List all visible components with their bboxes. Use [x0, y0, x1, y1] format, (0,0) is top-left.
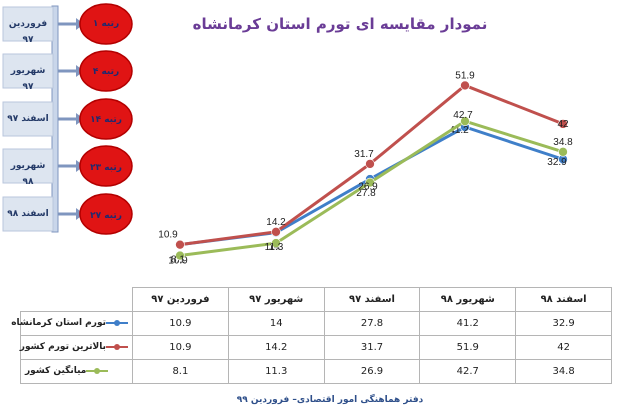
data-point	[271, 227, 281, 237]
table-header-cell: شهریور ۹۷	[227, 287, 325, 312]
rank-connector-graphic	[2, 3, 133, 235]
rank-label: رتبه ۲۷	[90, 211, 122, 221]
data-label: 11.3	[265, 242, 284, 253]
data-point	[175, 250, 185, 261]
table-header-cell: اسفند ۹۷	[323, 287, 421, 312]
table-cell: 11.3	[227, 359, 325, 384]
table-cell: 31.7	[323, 335, 421, 360]
legend-line-icon	[106, 343, 128, 351]
data-label: 10.9	[158, 230, 178, 241]
data-point	[175, 239, 185, 250]
rank-label: رتبه ۴	[92, 67, 120, 77]
data-label: 41.2	[449, 125, 469, 136]
table-cell: 34.8	[515, 359, 612, 384]
data-point	[365, 159, 375, 169]
rank-oval	[79, 50, 133, 92]
legend-entry: تورم استان کرمانشاه	[11, 311, 133, 336]
table-cell: 51.9	[419, 335, 517, 360]
rank-period-label: شهریور ۹۷	[10, 66, 46, 92]
table-cell: 42.7	[419, 359, 517, 384]
data-point	[558, 119, 568, 129]
table-cell: 27.8	[323, 311, 421, 336]
legend-label: بالاترین تورم کشور	[19, 342, 106, 352]
rank-period-label: شهریور ۹۸	[10, 161, 46, 187]
period-box	[2, 148, 54, 184]
data-point	[558, 147, 568, 157]
table-row: میانگین کشور 8.1 11.3 26.9 42.7 34.8	[20, 359, 612, 384]
table-header-row: فروردین ۹۷ شهریور ۹۷ اسفند ۹۷ شهریور ۹۸ …	[20, 287, 612, 312]
legend-line-icon	[106, 319, 128, 327]
data-label: 51.9	[455, 70, 475, 81]
rank-panel: فروردین ۹۷ شهریور ۹۷ اسفند ۹۷ شهریور ۹۸ …	[0, 0, 140, 250]
rank-oval	[79, 98, 133, 140]
table-cell: 10.9	[132, 311, 229, 336]
table-row: تورم استان کرمانشاه 10.9 14 27.8 41.2 32…	[11, 311, 612, 336]
legend-label: میانگین کشور	[25, 366, 87, 376]
table-corner-cell	[20, 287, 133, 312]
line-chart: 10.91427.841.232.910.914.231.751.9428.11…	[158, 70, 573, 267]
data-label: 14.2	[266, 217, 286, 228]
data-label: 34.8	[553, 137, 573, 148]
period-box	[2, 53, 54, 89]
rank-period-label: فروردین ۹۷	[8, 19, 48, 45]
table-header-cell: اسفند ۹۸	[515, 287, 612, 312]
data-label: 8.1	[171, 255, 185, 266]
period-box	[2, 196, 54, 232]
legend-entry: میانگین کشور	[20, 359, 133, 384]
period-box	[2, 101, 54, 137]
table-cell: 14.2	[227, 335, 325, 360]
data-label: 42.7	[453, 110, 473, 121]
table-row: بالاترین تورم کشور 10.9 14.2 31.7 51.9 4…	[19, 335, 612, 360]
table-cell: 14	[227, 311, 325, 336]
table-cell: 32.9	[515, 311, 612, 336]
data-point	[460, 80, 470, 91]
data-label: 27.8	[356, 188, 376, 199]
chart-title: نمودار مقایسه ای تورم استان کرمانشاه	[192, 15, 488, 33]
rank-label: رتبه ۱	[92, 19, 120, 29]
table-cell: 41.2	[419, 311, 517, 336]
rank-oval	[79, 145, 133, 187]
rank-oval	[79, 3, 133, 45]
data-point	[460, 116, 470, 126]
source-note: دفتر هماهنگی امور اقتصادی– فروردین ۹۹	[236, 395, 424, 405]
data-table: فروردین ۹۷ شهریور ۹۷ اسفند ۹۷ شهریور ۹۸ …	[11, 287, 612, 384]
legend-label: تورم استان کرمانشاه	[11, 318, 106, 328]
data-label: 32.9	[547, 157, 567, 168]
table-header-cell: فروردین ۹۷	[132, 287, 229, 312]
data-label: 42	[557, 119, 569, 130]
rank-label: رتبه ۲۳	[90, 163, 122, 173]
rank-oval	[79, 193, 133, 235]
rank-period-label: اسفند ۹۸	[7, 209, 49, 219]
rank-label: رتبه ۱۴	[90, 115, 122, 125]
rank-period-label: اسفند ۹۷	[7, 114, 49, 124]
data-label: 26.9	[358, 182, 378, 193]
data-point	[271, 238, 281, 248]
legend-entry: بالاترین تورم کشور	[19, 335, 133, 360]
period-box	[2, 6, 54, 42]
table-cell: 42	[515, 335, 612, 360]
data-label: 10.9	[168, 256, 188, 267]
legend-line-icon	[86, 367, 109, 375]
table-cell: 26.9	[323, 359, 421, 384]
table-cell: 8.1	[132, 359, 229, 384]
table-header-cell: شهریور ۹۸	[419, 287, 517, 312]
data-label: 31.7	[354, 149, 374, 160]
data-point	[365, 177, 375, 188]
table-cell: 10.9	[132, 335, 229, 360]
